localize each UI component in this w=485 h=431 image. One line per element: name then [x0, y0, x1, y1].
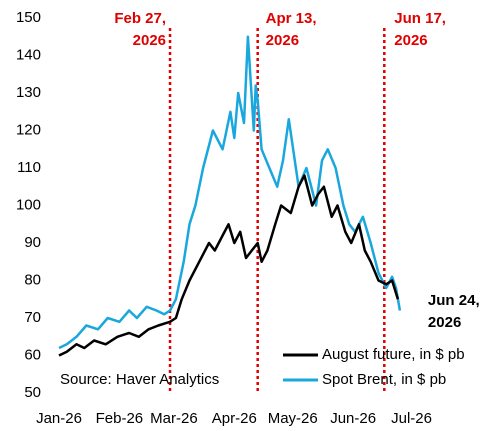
y-tick-label: 50 [24, 384, 41, 401]
y-tick-label: 150 [16, 9, 41, 26]
annotation-text: 2026 [394, 32, 427, 49]
y-tick-label: 100 [16, 196, 41, 213]
x-tick-label: Apr-26 [212, 410, 257, 427]
y-tick-label: 120 [16, 121, 41, 138]
annotation-text: Jun 24, [428, 292, 480, 309]
source-note: Source: Haver Analytics [60, 371, 219, 388]
y-tick-label: 80 [24, 271, 41, 288]
y-tick-label: 60 [24, 346, 41, 363]
legend-label: August future, in $ pb [322, 346, 465, 363]
annotation-text: 2026 [428, 314, 461, 331]
y-tick-label: 130 [16, 84, 41, 101]
series-line [58, 35, 402, 350]
y-tick-label: 90 [24, 234, 41, 251]
x-tick-label: Feb-26 [96, 410, 144, 427]
annotation-text: Jun 17, [394, 10, 446, 27]
y-tick-label: 110 [17, 159, 41, 176]
x-tick-label: Jul-26 [391, 410, 432, 427]
annotation-text: Feb 27, [114, 10, 166, 27]
x-tick-label: May-26 [268, 410, 318, 427]
series-line [58, 174, 400, 357]
annotation-text: 2026 [266, 32, 299, 49]
annotation-text: 2026 [133, 32, 166, 49]
annotation-text: Apr 13, [266, 10, 317, 27]
x-tick-label: Jan-26 [36, 410, 82, 427]
legend-label: Spot Brent, in $ pb [322, 371, 446, 388]
y-tick-label: 70 [24, 309, 41, 326]
x-tick-label: Mar-26 [150, 410, 198, 427]
y-tick-label: 140 [16, 46, 41, 63]
x-tick-label: Jun-26 [330, 410, 376, 427]
